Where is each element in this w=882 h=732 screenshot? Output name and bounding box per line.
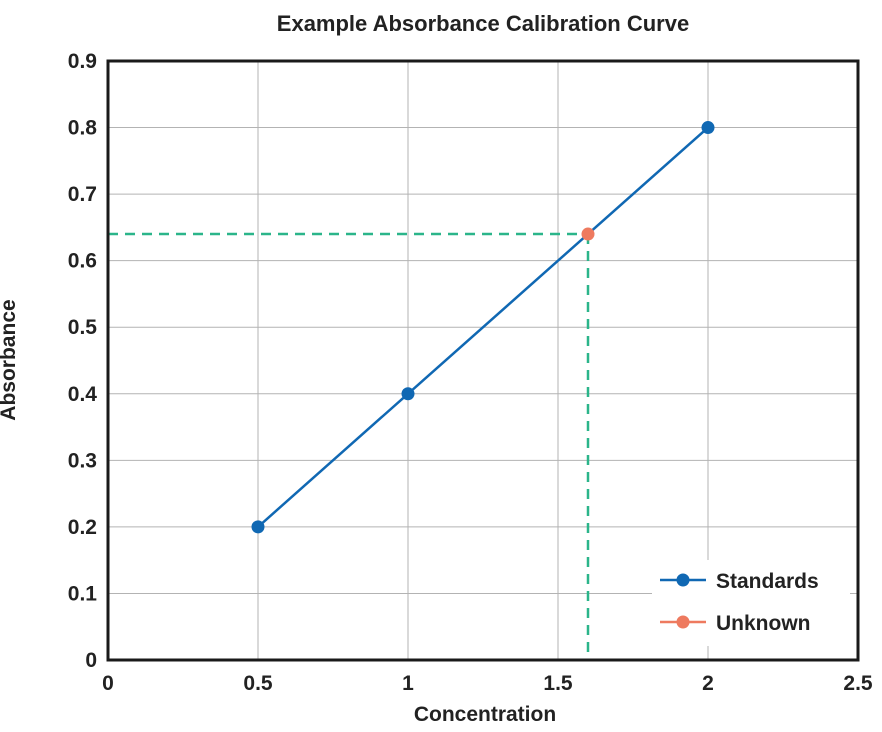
- standards-point: [401, 387, 415, 401]
- x-tick-label: 2.5: [843, 672, 873, 695]
- x-axis-label: Concentration: [414, 703, 556, 726]
- y-tick-label: 0.8: [68, 117, 98, 140]
- y-tick-label: 0.7: [68, 183, 97, 206]
- legend-marker-standards: [676, 573, 690, 587]
- y-tick-label: 0.3: [68, 449, 97, 472]
- legend-label-unknown: Unknown: [716, 612, 811, 635]
- standards-point: [251, 520, 265, 534]
- y-axis-label: Absorbance: [0, 299, 20, 420]
- legend-label-standards: Standards: [716, 570, 819, 593]
- x-tick-label: 1: [402, 672, 414, 695]
- x-tick-label: 2: [702, 672, 714, 695]
- y-tick-label: 0.6: [68, 250, 97, 273]
- x-tick-label: 1.5: [543, 672, 573, 695]
- y-tick-label: 0.1: [68, 582, 98, 605]
- series-layer: [251, 121, 715, 534]
- reference-lines: [108, 232, 590, 660]
- legend: Standards Unknown: [652, 560, 850, 646]
- unknown-point: [581, 227, 595, 241]
- legend-marker-unknown: [676, 615, 690, 629]
- y-tick-labels: 0 0.1 0.2 0.3 0.4 0.5 0.6 0.7 0.8 0.9: [68, 50, 98, 672]
- x-tick-label: 0: [102, 672, 114, 695]
- x-tick-labels: 0 0.5 1 1.5 2 2.5: [102, 672, 873, 695]
- y-tick-label: 0.4: [68, 383, 98, 406]
- y-tick-label: 0.5: [68, 316, 98, 339]
- y-tick-label: 0.2: [68, 516, 97, 539]
- y-tick-label: 0.9: [68, 50, 97, 73]
- y-tick-label: 0: [85, 649, 97, 672]
- x-tick-label: 0.5: [243, 672, 273, 695]
- chart-title: Example Absorbance Calibration Curve: [277, 11, 689, 36]
- plot-frame: [106, 59, 860, 662]
- standards-point: [701, 121, 715, 135]
